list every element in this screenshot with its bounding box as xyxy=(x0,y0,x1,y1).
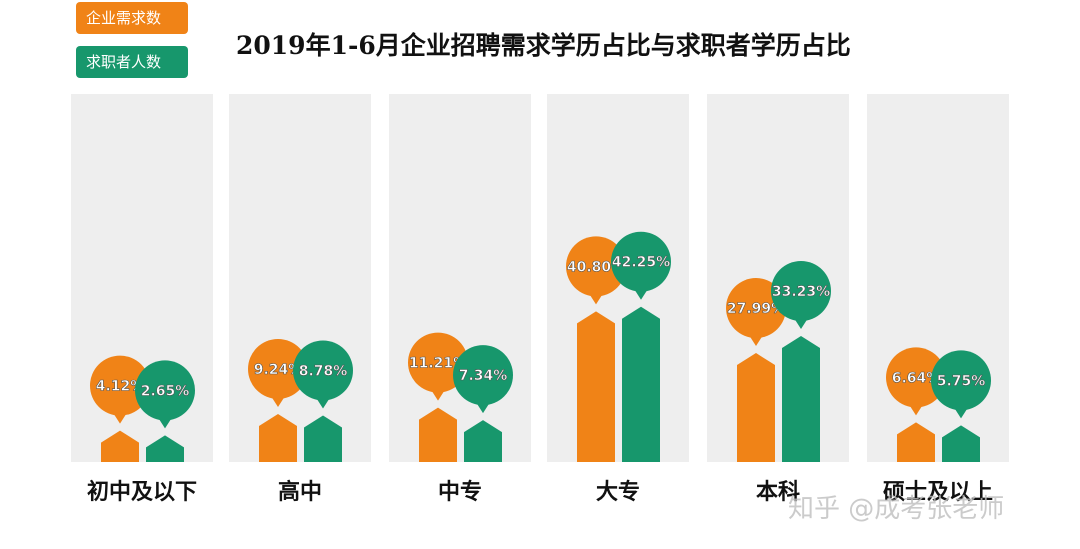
bubble-circle xyxy=(408,332,468,393)
bubble-circle xyxy=(886,347,946,408)
column-background xyxy=(389,94,531,462)
bubble-circle xyxy=(90,355,150,416)
value-bubble: 5.75% xyxy=(931,350,991,419)
category-label: 本科 xyxy=(755,479,800,505)
legend-seekers-label: 求职者人数 xyxy=(86,53,162,71)
bar-demand xyxy=(577,311,615,462)
bubble-circle xyxy=(566,236,626,297)
chart-title: 2019年1-6月企业招聘需求学历占比与求职者学历占比 xyxy=(236,31,851,60)
bubble-circle xyxy=(611,231,671,292)
bubble-circle xyxy=(931,350,991,411)
legend-seekers: 求职者人数 xyxy=(76,46,188,78)
data-label: 42.25% xyxy=(612,255,670,271)
bar-demand xyxy=(259,413,297,462)
bubble-circle xyxy=(771,261,831,322)
bar-seekers xyxy=(782,336,820,462)
value-bubble: 42.25% xyxy=(611,231,671,300)
bubble-circle xyxy=(453,345,513,406)
value-bubble: 4.12% xyxy=(90,355,150,424)
value-bubble: 11.21% xyxy=(408,332,468,401)
watermark: 知乎 @成考张老师 xyxy=(788,494,1005,524)
bar-seekers xyxy=(622,306,660,462)
bar-demand xyxy=(897,422,935,462)
bar-demand xyxy=(101,430,139,462)
data-label: 9.24% xyxy=(254,362,303,378)
data-label: 2.65% xyxy=(141,383,190,399)
data-label: 5.75% xyxy=(937,373,986,389)
bar-seekers xyxy=(146,435,184,462)
category-label: 硕士及以上 xyxy=(882,479,993,505)
data-label: 6.64% xyxy=(892,370,941,386)
bar-seekers xyxy=(304,415,342,462)
value-bubble: 2.65% xyxy=(135,360,195,429)
category-label: 大专 xyxy=(595,479,640,505)
bubble-circle xyxy=(726,278,786,339)
bar-demand xyxy=(419,407,457,462)
bar-seekers xyxy=(464,420,502,462)
data-label: 7.34% xyxy=(459,368,508,384)
data-label: 11.21% xyxy=(409,356,467,372)
bar-demand xyxy=(737,353,775,462)
value-bubble: 6.64% xyxy=(886,347,946,416)
category-label: 高中 xyxy=(277,479,322,505)
data-label: 33.23% xyxy=(772,284,830,300)
value-bubble: 40.80% xyxy=(566,236,626,305)
category-label: 初中及以下 xyxy=(86,479,197,505)
bar-seekers xyxy=(942,425,980,462)
value-bubble: 7.34% xyxy=(453,345,513,414)
data-label: 4.12% xyxy=(96,379,145,395)
data-label: 40.80% xyxy=(567,259,625,275)
data-label: 27.99% xyxy=(727,301,785,317)
data-label: 8.78% xyxy=(299,363,348,379)
legend-demand-label: 企业需求数 xyxy=(86,9,162,27)
legend-demand: 企业需求数 xyxy=(76,2,188,34)
value-bubble: 9.24% xyxy=(248,338,308,407)
column-background xyxy=(229,94,371,462)
value-bubble: 33.23% xyxy=(771,261,831,330)
bubble-circle xyxy=(293,340,353,401)
value-bubble: 27.99% xyxy=(726,278,786,347)
bubble-circle xyxy=(135,360,195,421)
category-label: 中专 xyxy=(437,479,482,505)
bubble-circle xyxy=(248,338,308,399)
value-bubble: 8.78% xyxy=(293,340,353,409)
column-background xyxy=(867,94,1009,462)
